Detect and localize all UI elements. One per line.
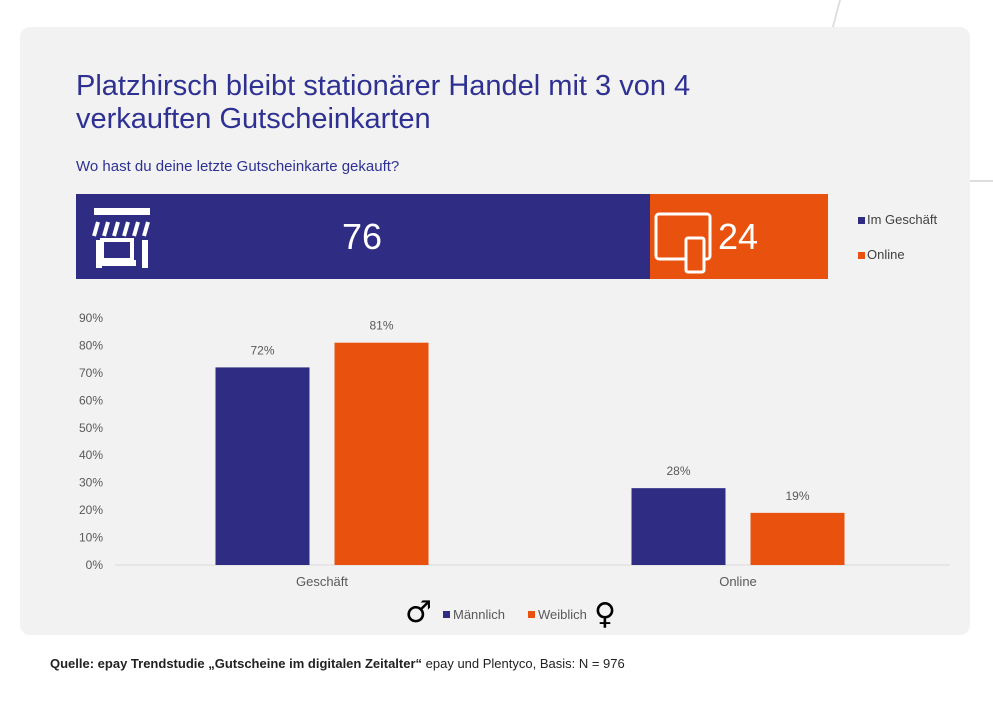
stacked-segment-im-geschaeft: 76 [76,194,650,279]
y-tick-label: 90% [79,311,103,325]
y-tick-label: 70% [79,366,103,380]
data-label: 28% [666,464,690,478]
bar-männlich-1 [631,488,726,565]
y-tick-label: 60% [79,393,103,407]
legend-swatch-maennlich [443,611,450,618]
legend-swatch-weiblich [528,611,535,618]
subtitle: Wo hast du deine letzte Gutscheinkarte g… [76,158,400,175]
data-label: 81% [369,319,393,333]
legend-label-maennlich: Männlich [453,607,505,622]
stacked-label-im-geschaeft: 76 [342,215,383,257]
source-note: Quelle: epay Trendstudie „Gutscheine im … [50,656,625,671]
bar-weiblich-0 [334,342,429,565]
female-symbol-icon: ♀ [594,597,616,632]
y-tick-label: 10% [79,531,103,545]
stacked-bar: 76 24 [76,194,828,279]
devices-icon [654,212,712,274]
data-label: 19% [785,489,809,503]
storefront-icon [92,208,150,268]
x-tick-label: Geschäft [296,574,348,589]
stacked-label-online: 24 [718,215,759,257]
stacked-segment-online: 24 [650,194,828,279]
legend-item-online: Online [858,247,905,262]
y-tick-label: 0% [86,558,104,572]
page-title: Platzhirsch bleibt stationärer Handel mi… [76,70,691,135]
data-label: 72% [250,343,274,357]
y-tick-label: 80% [79,338,103,352]
legend-label-weiblich: Weiblich [538,607,587,622]
bar-weiblich-1 [750,512,845,565]
x-tick-label: Online [719,574,757,589]
bar-männlich-0 [215,367,310,565]
y-tick-label: 20% [79,503,103,517]
male-symbol-icon: ♂ [405,595,432,630]
legend-item-im-geschaeft: Im Geschäft [858,212,937,227]
y-tick-label: 30% [79,476,103,490]
y-tick-label: 40% [79,448,103,462]
y-tick-label: 50% [79,421,103,435]
